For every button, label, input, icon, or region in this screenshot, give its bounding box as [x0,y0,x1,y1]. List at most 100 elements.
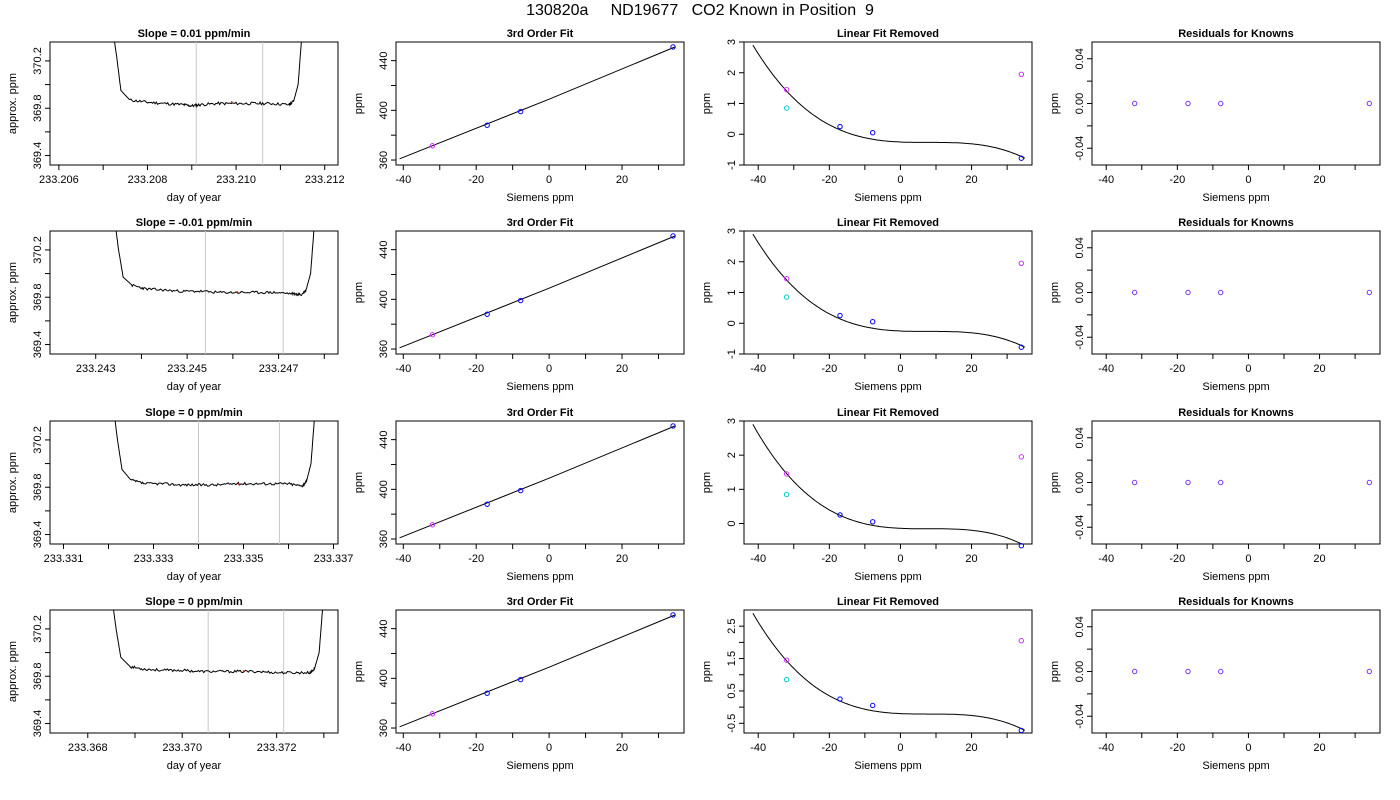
x-tick-label: -20 [468,553,484,565]
panel-residuals-row3: Residuals for Knowns -40 -20 0 20 -0.04 0.00 0.… [1049,407,1381,583]
plot-frame [1091,420,1381,545]
x-tick-label: 20 [965,174,977,186]
y-tick-label: 440 [378,51,390,69]
panel-title: Slope = 0 ppm/min [145,407,243,419]
panel-title: Slope = 0 ppm/min [145,596,243,608]
data-point [1131,479,1138,486]
y-axis-label: ppm [353,472,365,493]
y-tick-label: -0.04 [1074,136,1086,161]
x-tick-label: -20 [1169,363,1185,375]
x-axis-label: Siemens ppm [506,192,573,204]
panel-title: Linear Fit Removed [837,217,939,229]
y-tick-label: 3 [726,418,738,424]
panel-linear_removed-row1: Linear Fit Removed -40 -20 0 20 -1 0 1 2 3 Siemens… [701,28,1033,204]
y-tick-label: 400 [378,669,390,687]
x-tick-label: 233.333 [134,553,174,565]
data-point [783,86,790,93]
y-tick-label: 369.8 [32,283,44,311]
y-tick-label: 370.2 [32,615,44,643]
data-point [1366,668,1373,675]
x-axis-label: Siemens ppm [1202,571,1269,583]
y-axis-label: ppm [701,661,713,682]
panel-fit3-row4: 3rd Order Fit -40 -20 0 20 360 400 440 Siemens p… [353,596,685,772]
plot-frame [1091,41,1381,166]
y-tick-label: 0 [726,320,738,326]
y-tick-label: 370.2 [32,426,44,454]
x-tick-label: -40 [750,553,766,565]
x-tick-label: 0 [1245,742,1251,754]
panel-title: Linear Fit Removed [837,28,939,40]
y-axis-label: approx. ppm [7,641,19,702]
y-tick-label: 440 [378,240,390,258]
data-point [870,519,876,525]
data-point [242,670,245,673]
x-tick-label: 233.368 [68,742,108,754]
x-tick-label: 233.212 [305,174,345,186]
y-tick-label: 0.04 [1074,237,1086,258]
data-point [429,143,436,149]
x-axis-label: Siemens ppm [506,381,573,393]
y-tick-label: 0.5 [726,683,738,698]
x-axis-label: Siemens ppm [854,192,921,204]
data-point [837,312,843,319]
x-tick-label: 0 [897,363,903,375]
y-tick-label: -0.5 [726,714,738,733]
y-tick-label: 369.4 [32,521,44,549]
y-tick-label: 0.00 [1074,472,1086,493]
data-point [1018,344,1025,350]
data-point [837,696,843,702]
fit-curve [399,235,676,349]
y-tick-label: 369.4 [32,142,44,170]
x-tick-label: 0 [1245,174,1251,186]
x-tick-label: 233.206 [39,174,79,186]
x-tick-label: 0 [897,553,903,565]
data-point [1185,668,1191,675]
x-tick-label: 233.247 [259,363,299,375]
y-tick-label: 369.4 [32,331,44,359]
x-tick-label: -40 [395,553,411,565]
data-point [429,522,436,528]
x-tick-label: 20 [1313,553,1325,565]
x-axis-label: Siemens ppm [854,381,921,393]
data-point [1185,479,1191,486]
x-axis-label: day of year [167,760,222,772]
data-point [783,657,790,663]
data-point [783,294,790,300]
x-tick-label: 0 [1245,363,1251,375]
y-tick-label: 0 [726,131,738,137]
x-tick-label: 20 [965,742,977,754]
panel-fit3-row1: 3rd Order Fit -40 -20 0 20 360 400 440 Siemens p… [353,28,685,204]
x-tick-label: 233.331 [44,553,84,565]
x-tick-label: 20 [616,742,628,754]
y-tick-label: -0.04 [1074,515,1086,540]
x-tick-label: 0 [897,174,903,186]
plot-frame [395,609,685,734]
x-axis-label: day of year [167,381,222,393]
plot-frame [743,420,1033,545]
y-axis-label: ppm [701,282,713,303]
x-tick-label: -40 [1098,742,1114,754]
series-line [114,421,315,488]
panel-title: 3rd Order Fit [507,596,574,608]
y-tick-label: 369.8 [32,94,44,122]
x-tick-label: -20 [821,363,837,375]
x-tick-label: 20 [616,553,628,565]
y-tick-label: 440 [378,619,390,637]
data-point [1218,668,1224,675]
data-point [783,105,790,111]
y-axis-label: ppm [1049,661,1061,682]
fit-curve [752,424,1023,544]
y-tick-label: 400 [378,290,390,308]
y-tick-label: 370.2 [32,47,44,75]
y-tick-label: 369.8 [32,662,44,690]
data-point [1018,71,1025,77]
data-point [670,233,676,239]
x-tick-label: 0 [897,742,903,754]
y-tick-label: 2.5 [726,619,738,634]
x-tick-label: -20 [821,174,837,186]
data-point [1131,289,1138,296]
x-tick-label: -20 [1169,553,1185,565]
panel-title: Linear Fit Removed [837,407,939,419]
y-tick-label: 3 [726,228,738,234]
